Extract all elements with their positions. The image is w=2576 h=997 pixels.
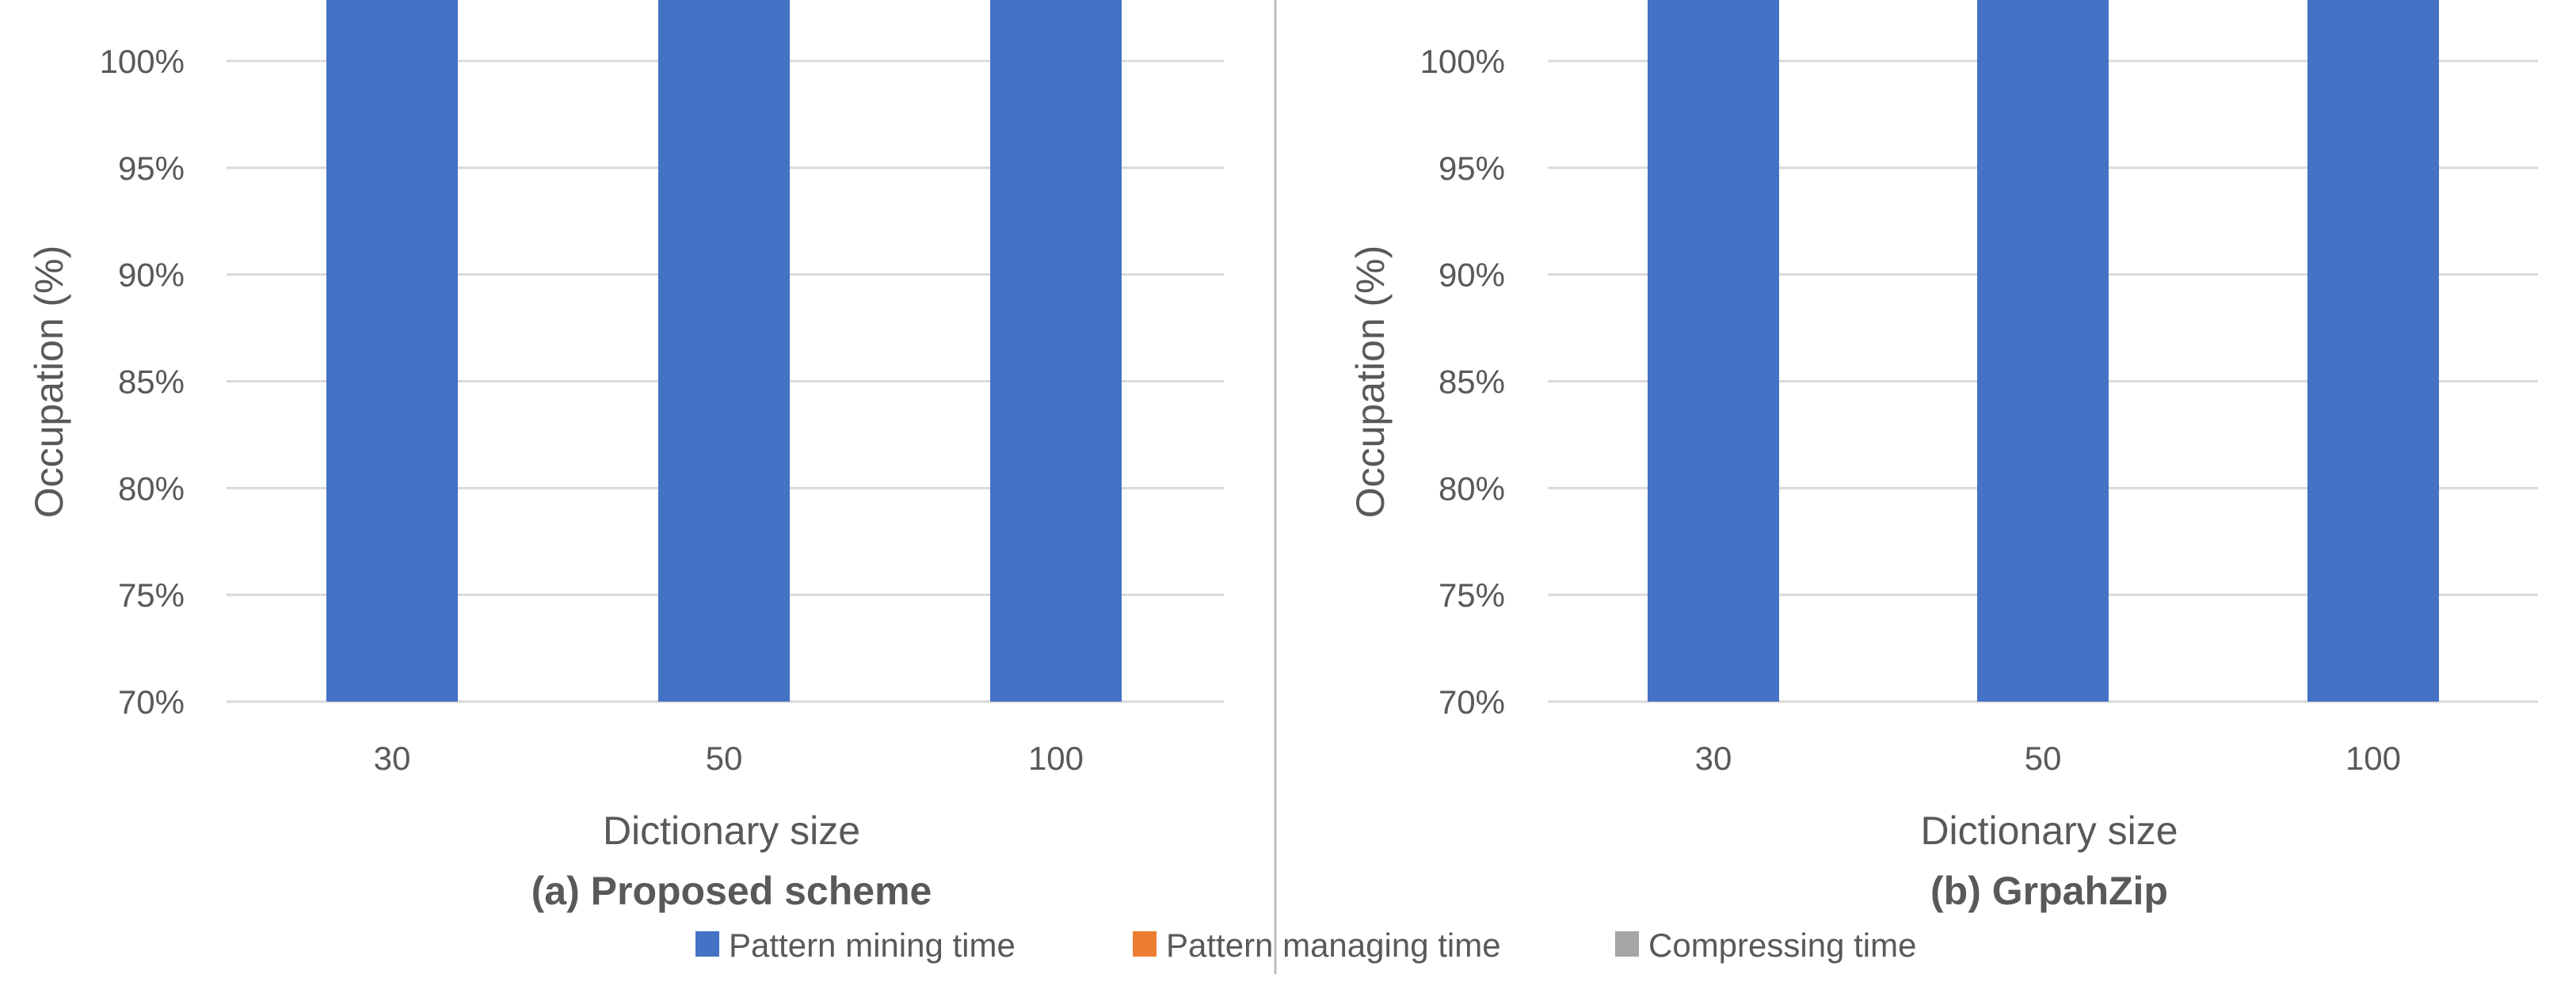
y-tick-label: 75% bbox=[1439, 577, 1505, 614]
bar-segment-pattern-mining-time-50 bbox=[1977, 0, 2109, 702]
x-tick-label: 50 bbox=[706, 740, 743, 777]
x-tick-label: 100 bbox=[1028, 740, 1084, 777]
legend-swatch-managing bbox=[1133, 931, 1157, 957]
bar-segment-pattern-mining-time-100 bbox=[990, 0, 1122, 702]
legend-label-managing: Pattern managing time bbox=[1166, 927, 1501, 964]
legend-swatch-compressing bbox=[1615, 931, 1639, 957]
chart-subtitle: (a) Proposed scheme bbox=[532, 869, 932, 913]
y-tick-label: 70% bbox=[118, 683, 185, 721]
legend-swatch-mining bbox=[695, 931, 719, 957]
chart-subtitle: (b) GrpahZip bbox=[1930, 869, 2168, 913]
y-tick-label: 95% bbox=[1439, 150, 1505, 187]
x-tick-label: 50 bbox=[2025, 740, 2062, 777]
bar-segment-pattern-mining-time-30 bbox=[326, 0, 458, 702]
y-tick-label: 85% bbox=[1439, 363, 1505, 401]
y-tick-label: 80% bbox=[118, 470, 185, 507]
bar-segment-pattern-mining-time-100 bbox=[2307, 0, 2439, 702]
y-tick-label: 90% bbox=[1439, 257, 1505, 294]
y-tick-label: 85% bbox=[118, 363, 185, 401]
y-tick-label: 70% bbox=[1439, 683, 1505, 721]
x-axis-title: Dictionary size bbox=[1920, 809, 2178, 853]
y-axis-title: Occupation (%) bbox=[27, 245, 71, 519]
chart-panel-2: 70% 75% 80% 85% 90% 95% 100% 30 50 100 Dictionary … bbox=[1348, 0, 2538, 913]
y-tick-label: 100% bbox=[1420, 43, 1505, 80]
y-tick-label: 80% bbox=[1439, 470, 1505, 507]
legend-label-compressing: Compressing time bbox=[1648, 927, 1916, 964]
legend: Pattern mining time Pattern managing tim… bbox=[695, 927, 1916, 964]
bar-segment-pattern-mining-time-30 bbox=[1648, 0, 1779, 702]
x-tick-label: 100 bbox=[2345, 740, 2401, 777]
legend-label-mining: Pattern mining time bbox=[729, 927, 1016, 964]
x-tick-label: 30 bbox=[1695, 740, 1732, 777]
y-axis-title: Occupation (%) bbox=[1348, 245, 1393, 519]
y-tick-label: 95% bbox=[118, 150, 185, 187]
x-tick-label: 30 bbox=[374, 740, 411, 777]
bar-segment-pattern-mining-time-50 bbox=[658, 0, 790, 702]
y-tick-label: 75% bbox=[118, 577, 185, 614]
y-tick-label: 100% bbox=[100, 43, 185, 80]
y-tick-label: 90% bbox=[118, 257, 185, 294]
x-axis-title: Dictionary size bbox=[603, 809, 860, 853]
chart-panel-1: 70% 75% 80% 85% 90% 95% 100% 30 50 100 Dictionary … bbox=[27, 0, 1224, 913]
